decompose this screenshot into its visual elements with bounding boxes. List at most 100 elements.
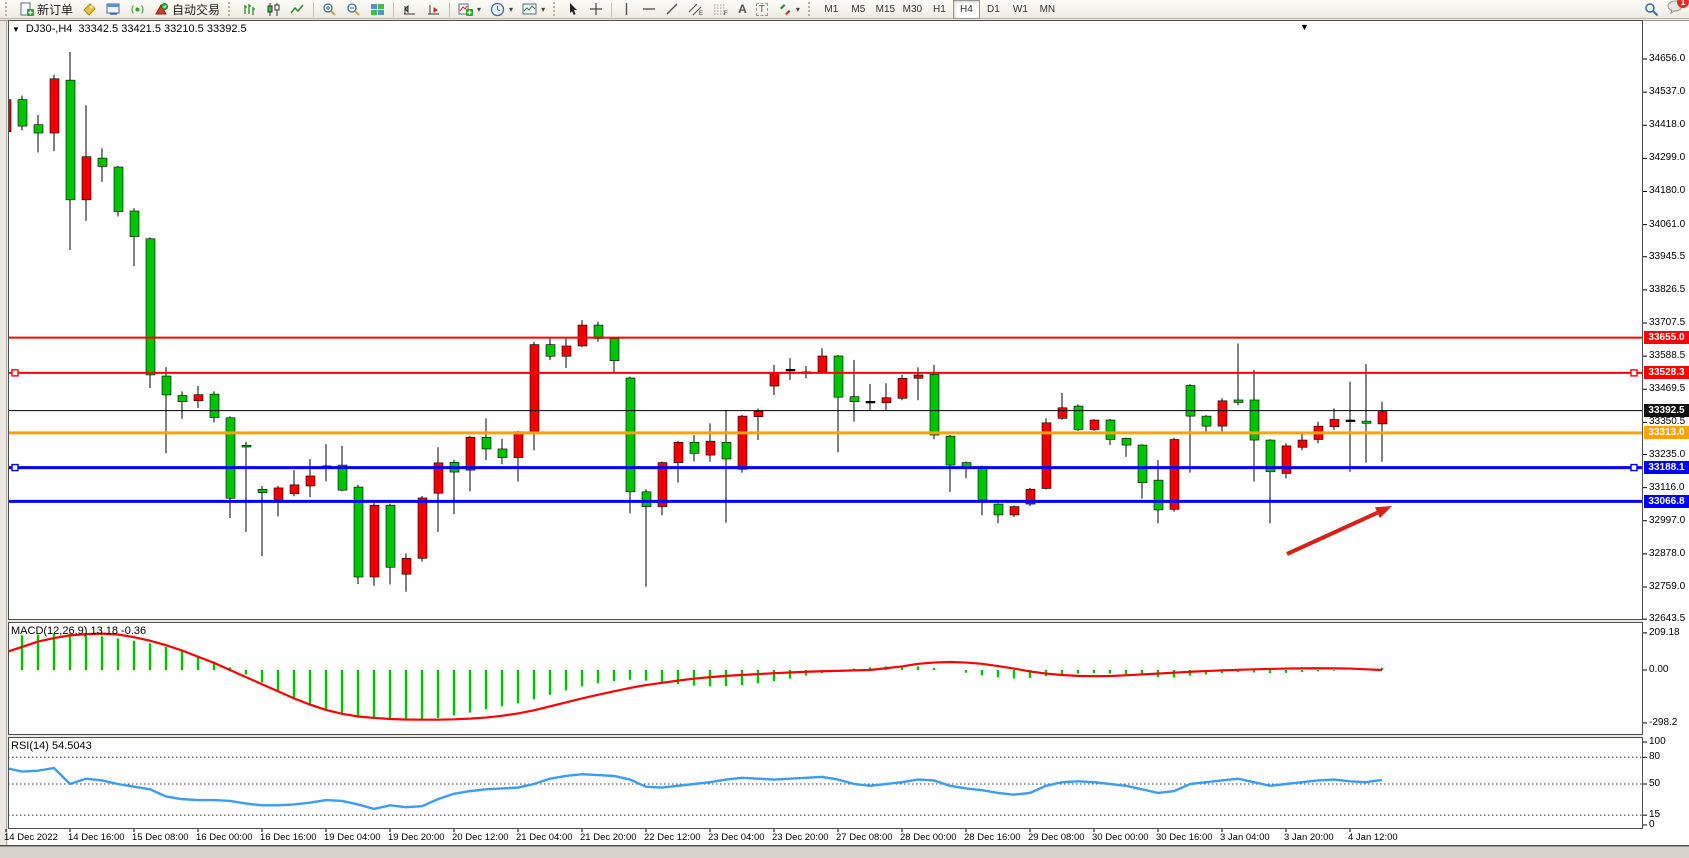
auto-trading-button[interactable]: 自动交易 xyxy=(150,0,224,19)
timeframe-button-m15[interactable]: M15 xyxy=(875,4,896,15)
price-axis-tick: 32759.0 xyxy=(1649,581,1686,592)
timeframe-button-m1[interactable]: M1 xyxy=(824,4,839,15)
price-axis-tick: 32878.0 xyxy=(1649,547,1686,559)
time-axis-label: 4 Jan 12:00 xyxy=(1348,832,1398,843)
price-axis-tick: 34299.0 xyxy=(1649,152,1686,164)
macd-label: MACD(12,26,9) 13.18 -0.36 xyxy=(11,625,147,637)
text-tool-glyph: A xyxy=(738,2,747,16)
symbol-dropdown-icon[interactable]: ▼ xyxy=(12,24,20,34)
arrows-icon xyxy=(779,4,791,15)
toolbar-grip[interactable] xyxy=(228,2,234,16)
time-axis-label: 20 Dec 12:00 xyxy=(452,832,509,843)
timeframe-button-w1[interactable]: W1 xyxy=(1012,4,1028,15)
price-axis-tick: 32997.0 xyxy=(1649,514,1686,526)
auto-scroll-button[interactable] xyxy=(422,0,445,19)
chart-shift-button[interactable] xyxy=(398,0,421,19)
horizontal-line-icon xyxy=(643,8,656,10)
text-tool[interactable]: A xyxy=(734,0,751,19)
symbol-period-label: DJ30-,H4 xyxy=(25,23,73,35)
time-axis-label: 16 Dec 00:00 xyxy=(196,832,253,843)
tile-windows-icon xyxy=(371,3,385,15)
time-axis-label: 30 Dec 16:00 xyxy=(1156,832,1213,843)
time-axis-label: 29 Dec 08:00 xyxy=(1028,832,1085,843)
zoom-in-icon xyxy=(323,2,336,16)
svg-text:E: E xyxy=(699,11,703,16)
templates-button[interactable]: ▾ xyxy=(518,0,549,19)
indicators-button[interactable]: ▾ xyxy=(454,0,485,19)
rsi-axis-tick: 0 xyxy=(1649,819,1655,830)
price-axis-tick: 33588.5 xyxy=(1649,350,1686,362)
rsi-axis-tick: 100 xyxy=(1649,736,1666,747)
cursor-icon xyxy=(570,3,578,15)
timeframe-button-d1[interactable]: D1 xyxy=(986,4,1000,15)
zoom-out-icon xyxy=(347,2,360,16)
market-watch-button[interactable] xyxy=(78,0,101,19)
price-line-label: 33655.0 xyxy=(1644,331,1689,345)
time-axis-label: 3 Jan 04:00 xyxy=(1220,832,1270,843)
horizontal-scrollbar[interactable] xyxy=(0,846,1689,858)
terminal-button[interactable] xyxy=(102,0,125,19)
arrows-tool[interactable]: ▾ xyxy=(773,0,804,19)
cursor-tool-button[interactable] xyxy=(563,0,584,19)
price-line-label: 33188.1 xyxy=(1644,461,1689,475)
timeframe-button-h4[interactable]: H4 xyxy=(952,0,980,19)
channel-tool[interactable]: E xyxy=(684,0,708,19)
auto-trading-icon xyxy=(155,2,169,14)
fibonacci-tool[interactable]: F xyxy=(709,0,733,19)
label-tool[interactable]: T xyxy=(752,0,772,19)
candle-chart-button[interactable] xyxy=(262,0,285,19)
chart-shift-icon xyxy=(404,4,416,14)
rsi-label: RSI(14) 54.5043 xyxy=(11,740,92,752)
clock-icon xyxy=(490,2,505,16)
price-axis-tick: 33945.5 xyxy=(1649,250,1686,262)
price-axis-tick: 32643.5 xyxy=(1649,613,1686,625)
line-chart-button[interactable] xyxy=(286,0,309,19)
time-axis-label: 28 Dec 16:00 xyxy=(964,832,1021,843)
chart-menu-arrow[interactable]: ▼ xyxy=(1300,22,1309,32)
time-axis-label: 28 Dec 00:00 xyxy=(900,832,957,843)
timeframe-bar: M1 M5 M15 M30 H1 H4 D1 W1 MN xyxy=(818,0,1061,19)
tile-windows-button[interactable] xyxy=(366,0,389,19)
price-axis-tick: 34418.0 xyxy=(1649,119,1686,131)
search-icon[interactable] xyxy=(1644,2,1659,17)
line-chart-icon xyxy=(290,4,304,13)
zoom-in-button[interactable] xyxy=(318,0,341,19)
crosshair-icon xyxy=(590,3,603,15)
price-axis-tick: 33469.5 xyxy=(1649,383,1686,395)
timeframe-button-h1[interactable]: H1 xyxy=(932,4,946,15)
crosshair-tool-button[interactable] xyxy=(585,0,607,19)
bar-chart-button[interactable] xyxy=(238,0,261,19)
zoom-out-button[interactable] xyxy=(342,0,365,19)
price-line-label: 33392.5 xyxy=(1644,404,1689,418)
chevron-down-icon: ▾ xyxy=(477,4,482,14)
toolbar: 新订单 自动交易 xyxy=(0,0,1689,19)
time-axis-label: 16 Dec 16:00 xyxy=(260,832,317,843)
chart-canvas[interactable] xyxy=(0,20,1689,858)
tag-icon xyxy=(83,2,96,16)
toolbar-grip[interactable] xyxy=(5,2,11,16)
rsi-axis-tick: 50 xyxy=(1649,778,1661,789)
horizontal-line-tool[interactable] xyxy=(638,0,660,19)
toolbar-grip[interactable] xyxy=(807,2,814,16)
timeframe-button-m5[interactable]: M5 xyxy=(851,4,866,15)
price-line-label: 33313.0 xyxy=(1644,426,1689,440)
trendline-tool[interactable] xyxy=(661,0,683,19)
price-axis-tick: 33826.5 xyxy=(1649,283,1686,295)
chevron-down-icon: ▾ xyxy=(541,4,546,14)
time-axis-label: 30 Dec 00:00 xyxy=(1092,832,1149,843)
bar-chart-icon xyxy=(244,3,256,15)
strategy-tester-button[interactable] xyxy=(126,0,149,19)
chart-title: ▼ DJ30-,H4 33342.5 33421.5 33210.5 33392… xyxy=(12,23,247,35)
timeframe-button-mn[interactable]: MN xyxy=(1039,4,1056,15)
auto-trading-label: 自动交易 xyxy=(172,2,221,17)
timeframe-button-m30[interactable]: M30 xyxy=(902,4,923,15)
vertical-line-tool[interactable] xyxy=(616,0,637,19)
periods-button[interactable]: ▾ xyxy=(486,0,517,19)
time-axis-label: 21 Dec 04:00 xyxy=(516,832,573,843)
toolbar-grip[interactable] xyxy=(553,2,559,16)
toolbar-separator xyxy=(313,1,315,17)
new-order-button[interactable]: 新订单 xyxy=(15,0,77,19)
time-axis-label: 19 Dec 04:00 xyxy=(324,832,381,843)
chat-button[interactable]: 1 xyxy=(1667,0,1689,19)
